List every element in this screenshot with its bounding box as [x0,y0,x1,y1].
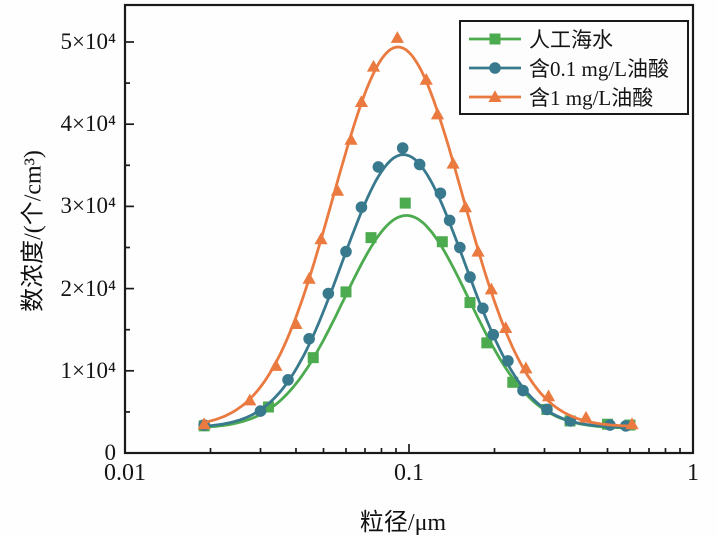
triangle-marker-icon [471,244,485,257]
square-marker-icon [507,376,519,388]
legend-label: 人工海水 [529,27,613,52]
triangle-marker-icon [579,410,593,423]
circle-marker-icon [322,287,335,300]
legend-label: 含0.1 mg/L油酸 [529,56,669,81]
legend-swatch-oleic-acid-1mg [469,89,521,102]
square-marker-icon [481,337,493,349]
triangle-marker-icon [499,321,513,334]
legend-label: 含1 mg/L油酸 [529,85,654,110]
triangle-marker-icon [625,417,639,430]
circle-marker-icon [464,271,476,283]
triangle-marker-icon [330,183,345,196]
square-marker-icon [365,232,377,244]
x-tick-label: 0.01 [104,460,146,486]
circle-marker-icon [282,374,294,386]
triangle-marker-icon [302,271,316,284]
triangle-marker-icon [458,200,473,213]
circle-marker-icon [517,384,529,397]
circle-marker-icon [541,403,553,416]
triangle-marker-icon [446,156,460,169]
legend-swatch-artificial-seawater [469,33,521,44]
circle-marker-icon [303,332,315,345]
series-line-oleic-acid-0.1mg [202,153,628,429]
circle-marker-icon [434,187,447,200]
legend: 人工海水含0.1 mg/L油酸 含1 mg/L油酸 [459,20,689,115]
circle-marker-icon [443,214,456,227]
square-marker-icon [262,401,274,413]
circle-marker-icon [487,328,500,341]
triangle-marker-icon [289,317,303,329]
y-tick-label: 3×10⁴ [60,193,117,219]
square-marker-icon [464,297,476,309]
circle-marker-icon [355,201,368,214]
square-marker-icon [489,33,501,44]
square-marker-icon [436,236,448,248]
triangle-marker-icon [419,73,433,85]
square-marker-icon [340,286,352,298]
circle-marker-icon [372,161,385,173]
y-axis-title: 数浓度/(个/cm³) [20,150,47,312]
y-tick-label: 5×10⁴ [60,28,117,54]
legend-swatch-oleic-acid-0.1mg [469,61,521,74]
square-marker-icon [307,352,319,364]
triangle-marker-icon [541,389,556,402]
square-marker-icon [399,197,411,209]
legend-row-oleic-acid-0.1mg: 含0.1 mg/L油酸 [467,54,683,82]
legend-row-oleic-acid-1mg: 含1 mg/L油酸 [467,83,683,111]
circle-marker-icon [477,302,489,315]
triangle-marker-icon [430,107,445,120]
y-tick-label: 4×10⁴ [60,111,117,137]
legend-row-artificial-seawater: 人工海水 [467,25,683,53]
x-axis-title: 粒径/μm [359,510,447,536]
triangle-marker-icon [354,95,369,107]
circle-marker-icon [413,158,426,171]
circle-marker-icon [454,241,466,254]
triangle-marker-icon [488,89,502,102]
series-line-artificial-seawater [202,214,632,430]
triangle-marker-icon [519,361,533,374]
triangle-marker-icon [243,393,257,406]
y-tick-label: 1×10⁴ [60,357,117,383]
x-tick-label: 0.1 [394,460,424,486]
triangle-marker-icon [314,232,328,245]
circle-marker-icon [489,61,501,74]
y-tick-label: 0 [104,440,117,465]
triangle-marker-icon [344,133,358,145]
circle-marker-icon [254,405,267,417]
triangle-marker-icon [366,59,381,72]
triangle-marker-icon [197,417,211,430]
triangle-marker-icon [390,31,404,43]
circle-marker-icon [396,142,409,154]
x-tick-label: 1 [687,460,699,486]
triangle-marker-icon [269,359,283,371]
triangle-marker-icon [484,282,498,295]
circle-marker-icon [340,245,352,258]
y-tick-label: 2×10⁴ [60,275,117,301]
circle-marker-icon [502,355,514,367]
